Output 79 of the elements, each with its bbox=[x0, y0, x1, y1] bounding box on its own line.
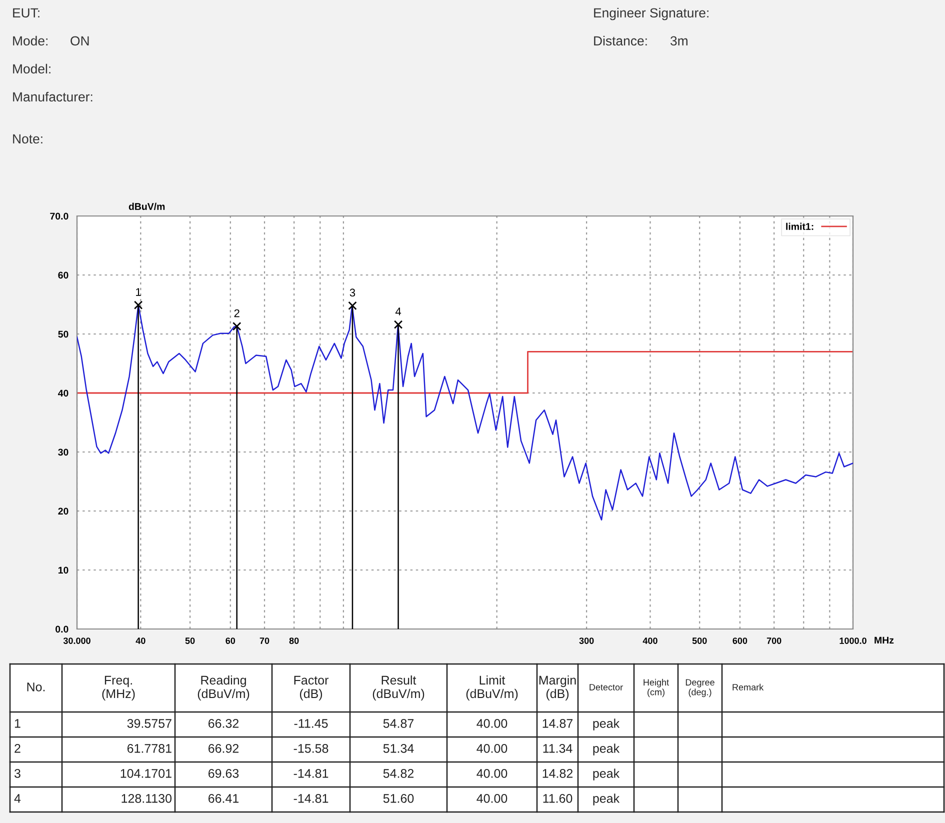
x-tick-label: 700 bbox=[766, 638, 782, 644]
text: Result (dBuV/m) bbox=[372, 675, 424, 701]
annotation: 4 bbox=[395, 308, 402, 316]
text: 4 bbox=[14, 794, 21, 803]
x-tick-label: 40 bbox=[136, 638, 146, 644]
x-tick-label: 70 bbox=[260, 638, 270, 644]
x-tick-label: 600 bbox=[732, 638, 748, 644]
text: 51.60 bbox=[383, 794, 414, 803]
legend-label: limit1: bbox=[786, 222, 814, 230]
y-tick-label: 70.0 bbox=[50, 212, 68, 220]
text: 69.63 bbox=[208, 769, 239, 778]
text: EUT: bbox=[13, 8, 40, 18]
text: Distance: bbox=[594, 36, 647, 46]
x-tick-label: 400 bbox=[642, 638, 658, 644]
text: Limit (dBuV/m) bbox=[466, 675, 518, 701]
text: 40.00 bbox=[476, 744, 508, 753]
text: -14.81 bbox=[294, 794, 328, 803]
text: -14.81 bbox=[294, 769, 328, 778]
text: Model: bbox=[13, 64, 50, 74]
text: Factor (dB) bbox=[294, 676, 329, 701]
annotation: 1 bbox=[136, 288, 141, 296]
text: peak bbox=[593, 718, 620, 730]
text: Margin (dB) bbox=[539, 675, 576, 701]
text: Height (cm) bbox=[644, 678, 669, 698]
text: 66.41 bbox=[208, 794, 239, 803]
text: 66.32 bbox=[208, 719, 239, 728]
text: 61.7781 bbox=[127, 744, 172, 753]
text: 51.34 bbox=[383, 744, 414, 753]
y-tick-label: 30 bbox=[58, 448, 68, 456]
text: peak bbox=[593, 744, 620, 756]
text: 1 bbox=[14, 719, 20, 728]
x-tick-label: 30.000 bbox=[63, 638, 90, 644]
text: peak bbox=[593, 794, 620, 806]
text: Note: bbox=[13, 134, 42, 144]
text: 3 bbox=[14, 769, 20, 778]
text: 2 bbox=[14, 744, 20, 753]
text: 66.92 bbox=[208, 744, 239, 753]
text: Degree (deg.) bbox=[686, 679, 714, 698]
text: Reading (dBuV/m) bbox=[198, 675, 250, 701]
text: 104.1701 bbox=[120, 769, 172, 778]
y-tick-label: 60 bbox=[58, 272, 68, 279]
y-tick-label: 50 bbox=[58, 330, 68, 338]
text: 54.82 bbox=[383, 769, 414, 778]
x-tick-label: 1000.0 bbox=[840, 638, 866, 644]
x-tick-label: 50 bbox=[185, 638, 195, 644]
text: Freq. (MHz) bbox=[102, 676, 135, 701]
x-tick-label: 500 bbox=[692, 638, 707, 644]
y-tick-label: 20 bbox=[58, 508, 68, 515]
x-axis-title: MHz bbox=[874, 636, 894, 644]
text: 14.87 bbox=[542, 719, 573, 728]
x-tick-label: 300 bbox=[579, 638, 594, 644]
annotation: 3 bbox=[350, 288, 356, 297]
y-axis-title: dBuV/m bbox=[128, 202, 165, 210]
text: -11.45 bbox=[294, 719, 328, 728]
text: 14.82 bbox=[542, 769, 573, 778]
text: -15.58 bbox=[294, 744, 328, 753]
x-tick-label: 60 bbox=[226, 638, 236, 644]
text: peak bbox=[593, 768, 620, 780]
text: 128.1130 bbox=[122, 794, 172, 803]
text: 40.00 bbox=[476, 794, 508, 803]
text: 54.87 bbox=[383, 719, 414, 728]
x-tick-label: 80 bbox=[289, 638, 299, 644]
y-tick-label: 10 bbox=[58, 566, 68, 574]
text: 11.34 bbox=[543, 744, 572, 753]
y-tick-label: 40 bbox=[58, 390, 68, 397]
text: Mode: bbox=[13, 36, 48, 46]
text: 40.00 bbox=[476, 719, 508, 728]
y-tick-label: 0.0 bbox=[56, 626, 68, 633]
annotation: 2 bbox=[234, 309, 240, 318]
text: Manufacturer: bbox=[13, 92, 92, 102]
text: No. bbox=[27, 682, 45, 692]
text: 39.5757 bbox=[127, 719, 172, 728]
text: Detector bbox=[590, 684, 623, 690]
text: Engineer Signature: bbox=[594, 8, 708, 20]
text: Remark bbox=[732, 684, 764, 690]
text: 3m bbox=[670, 36, 688, 46]
text: 40.00 bbox=[476, 769, 508, 778]
text: 11.60 bbox=[543, 794, 572, 803]
text: ON bbox=[70, 36, 89, 46]
